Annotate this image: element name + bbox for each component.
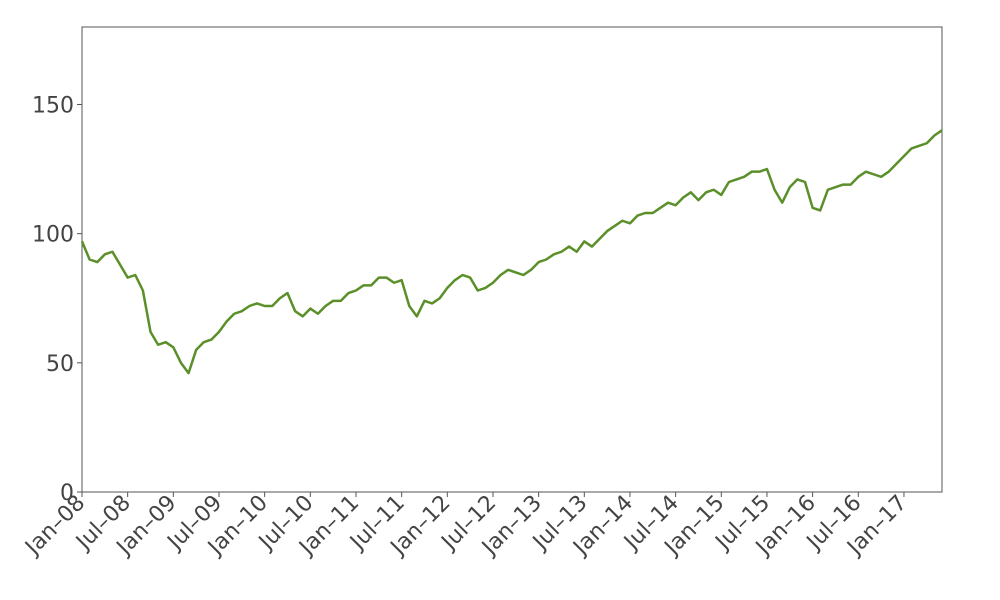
y-tick-label: 100 (32, 223, 74, 248)
y-tick-label: 150 (32, 94, 74, 119)
plot-frame (81, 26, 943, 493)
y-tick-label: 50 (46, 352, 74, 377)
y-tick-label: 0 (60, 481, 74, 506)
line-series (80, 129, 943, 375)
x-tick-label: Jan–08 (20, 491, 91, 562)
